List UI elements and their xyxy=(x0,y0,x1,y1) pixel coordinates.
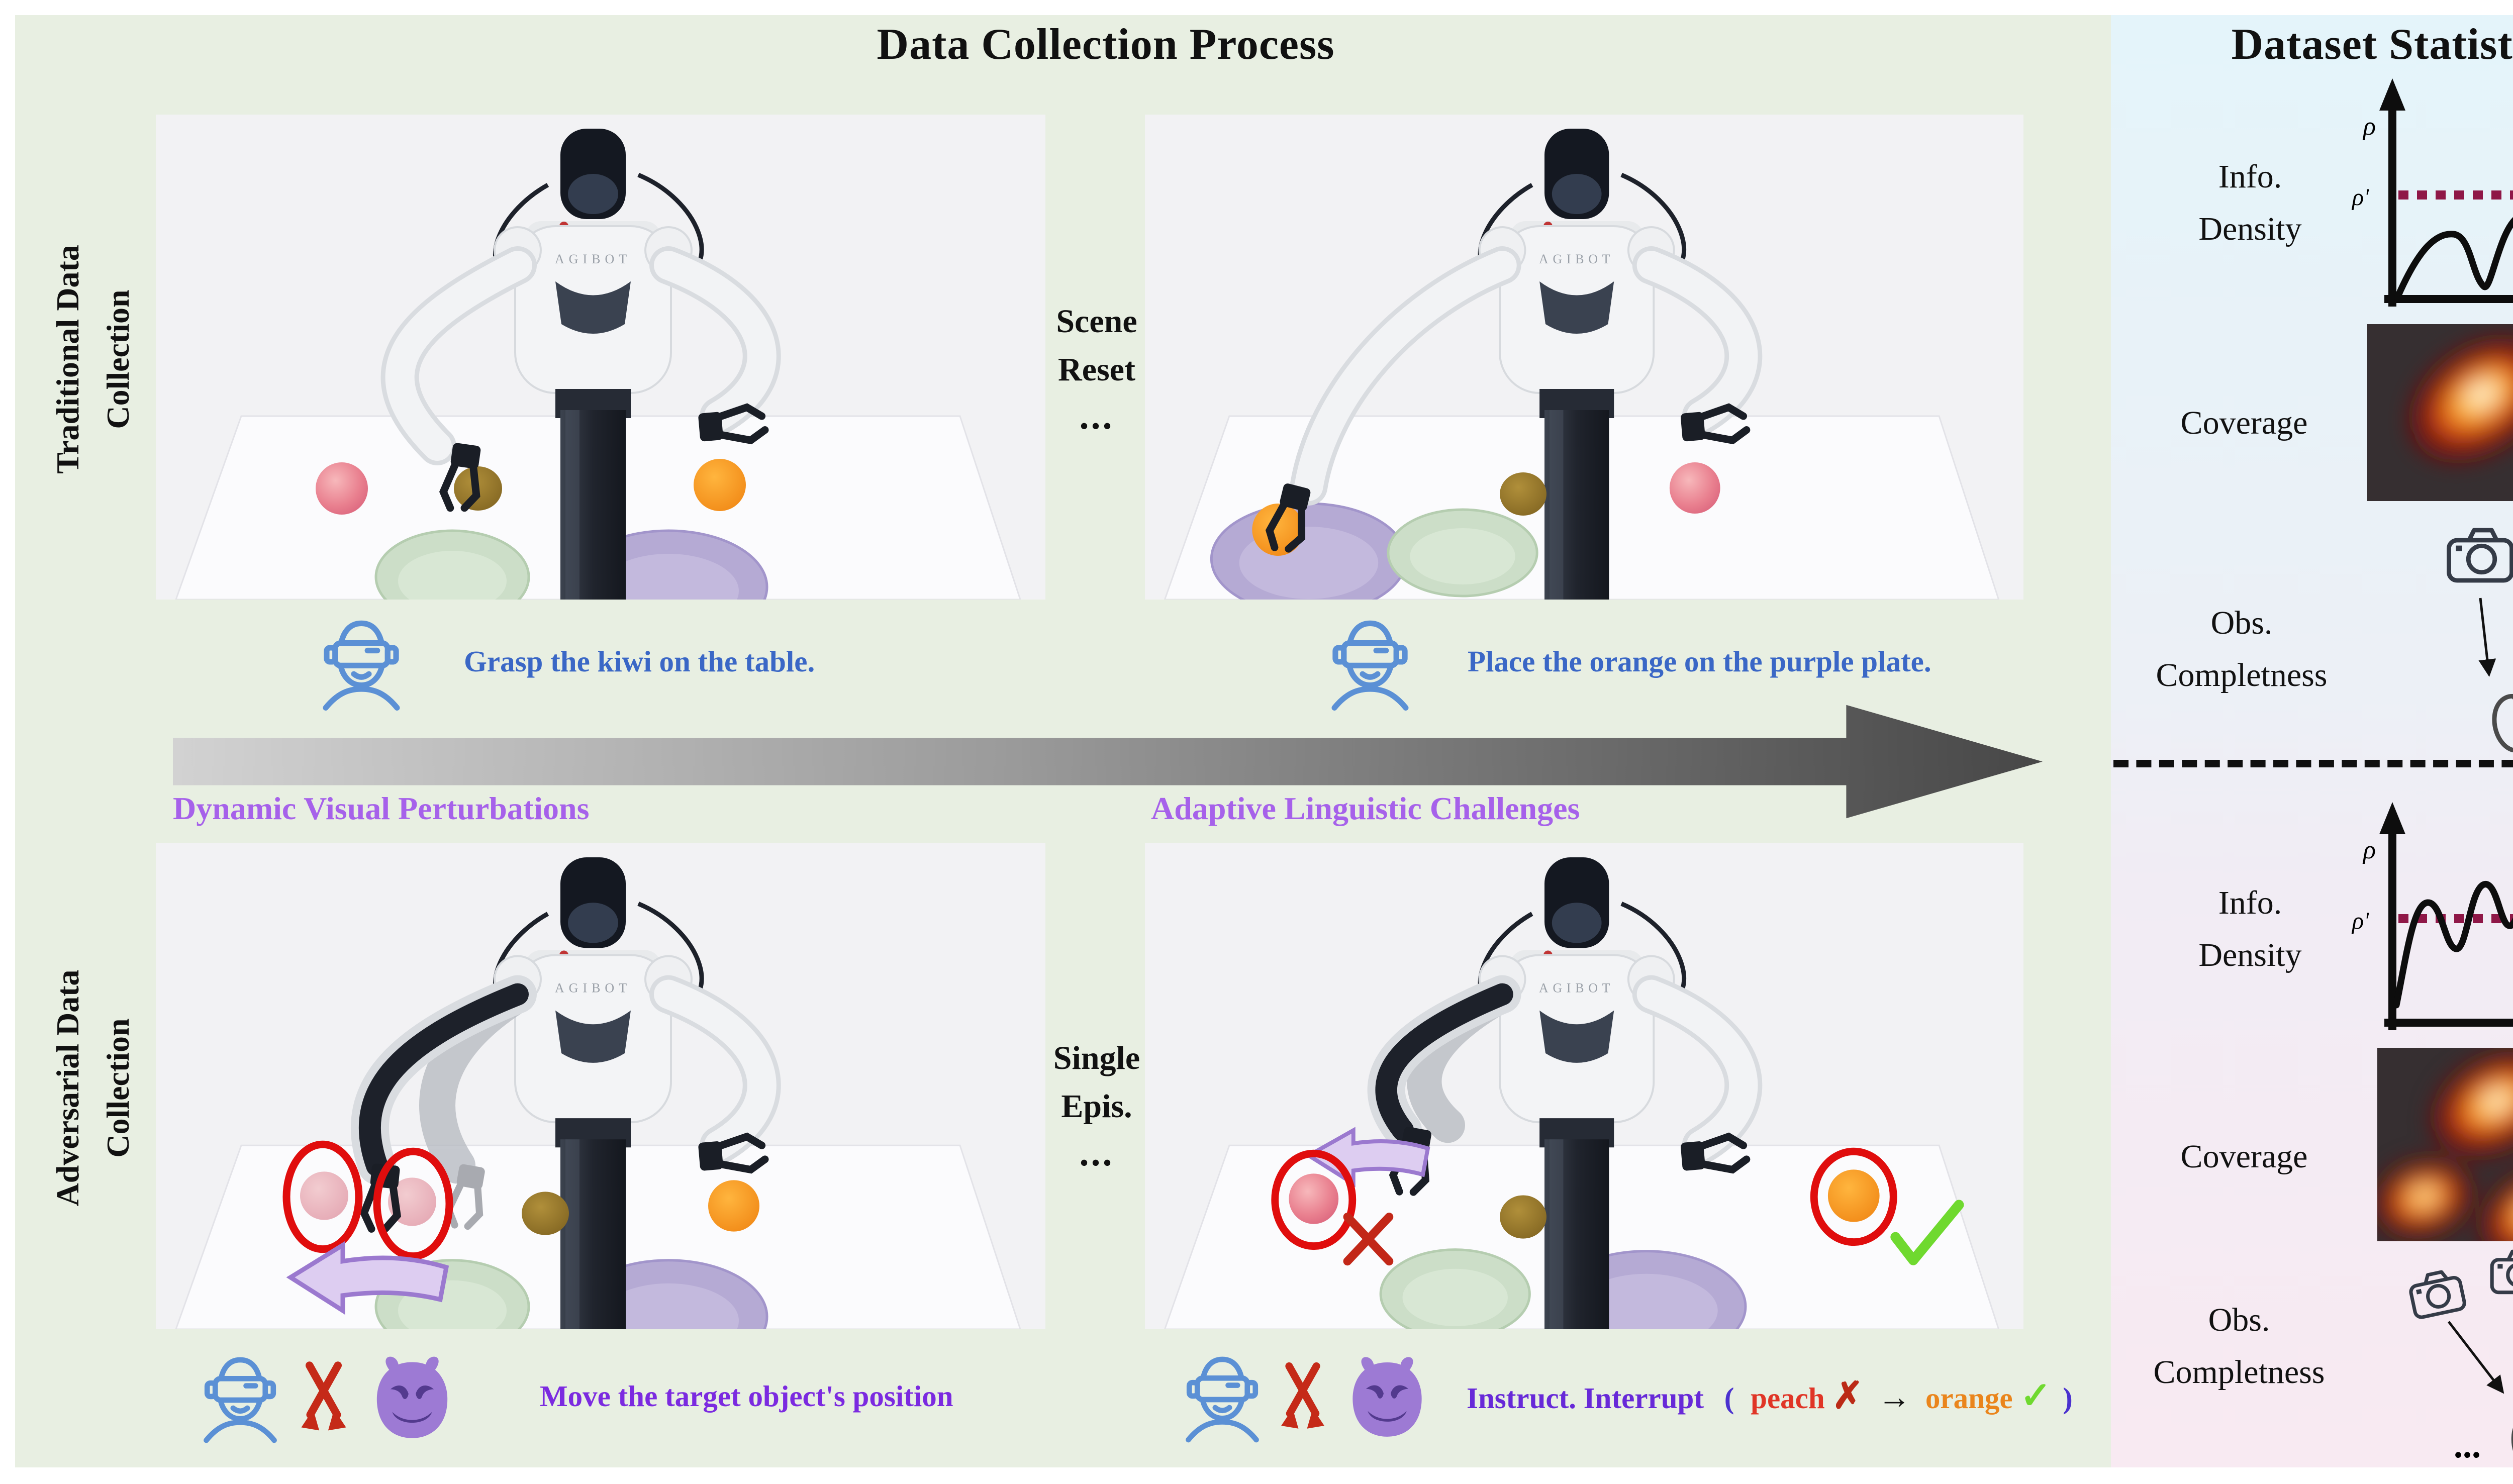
svg-text:ρ: ρ xyxy=(2362,836,2376,864)
svg-text:AGIBOT: AGIBOT xyxy=(1539,252,1614,266)
purple-move-arrow xyxy=(1305,1127,1430,1188)
info-density-label: Info. Density xyxy=(2198,158,2302,247)
no-teleop-scissors-icon xyxy=(1278,1359,1328,1432)
info-density-chart-sparse: ρ ρ' t xyxy=(2351,78,2513,307)
photo-traditional-grasp: AGIBOT xyxy=(156,115,1045,600)
obs-diagram-sparse xyxy=(2433,518,2513,759)
scene-reset-note: Scene Reset ... xyxy=(1056,303,1137,437)
peach xyxy=(316,462,368,515)
red-cross xyxy=(1343,1213,1394,1266)
photo-traditional-place: AGIBOT xyxy=(1145,115,2023,600)
green-check xyxy=(1890,1200,1964,1265)
section-divider xyxy=(2113,760,2513,767)
vr-teleop-icon xyxy=(200,1349,280,1443)
stats-title: Dataset Statistics xyxy=(2231,20,2513,69)
instruction-text: Grasp the kiwi on the table. xyxy=(464,644,815,678)
density-curve-dense xyxy=(2393,881,2513,1009)
kiwi xyxy=(1500,472,1547,516)
camera-icon xyxy=(2408,1268,2465,1318)
devil-icon xyxy=(1343,1346,1431,1445)
header-visual-perturbations: Dynamic Visual Perturbations xyxy=(173,790,590,826)
arrow-mark: → xyxy=(1878,1378,1911,1416)
apple-icon xyxy=(2494,685,2513,750)
info-density-chart-dense: ρ ρ' t xyxy=(2351,802,2513,1030)
red-circle-orange xyxy=(1810,1147,1897,1246)
adversarial-action-text: Move the target object's position xyxy=(540,1379,953,1413)
vr-teleop-icon xyxy=(319,612,404,711)
coverage-label: Coverage xyxy=(2180,405,2308,441)
single-episode-note: Single Epis. ... xyxy=(1053,1040,1140,1174)
cross-mark: ✗ xyxy=(1832,1375,1864,1417)
peach xyxy=(1289,1173,1339,1224)
peach xyxy=(1669,462,1720,514)
svg-text:AGIBOT: AGIBOT xyxy=(1539,980,1614,995)
no-teleop-scissors-icon xyxy=(298,1358,350,1434)
red-circle-2 xyxy=(373,1147,453,1260)
header-linguistic-challenges: Adaptive Linguistic Challenges xyxy=(1151,790,1580,826)
peach-ghost-1 xyxy=(300,1171,348,1220)
more-views-dots: ... xyxy=(2454,1425,2481,1465)
vr-teleop-icon xyxy=(1328,612,1412,711)
orange xyxy=(1827,1169,1880,1222)
process-title: Data Collection Process xyxy=(877,20,1335,69)
kiwi xyxy=(1500,1195,1547,1239)
red-circle-1 xyxy=(282,1140,363,1253)
caption-row-instruct-interrupt: Instruct. Interrupt ( peach ✗ → orange ✓… xyxy=(1182,1346,2073,1445)
instruction-text: Place the orange on the purple plate. xyxy=(1468,644,1931,678)
svg-text:ρ': ρ' xyxy=(2351,908,2369,934)
interrupt-text: Instruct. Interrupt ( peach ✗ → orange ✓… xyxy=(1467,1375,2073,1417)
kiwi xyxy=(522,1192,569,1235)
axis-rho: ρ xyxy=(2362,112,2376,141)
check-mark: ✓ xyxy=(2020,1375,2052,1417)
row-label-traditional: Traditional Data Collection xyxy=(50,245,136,474)
camera-icon xyxy=(2492,1251,2513,1292)
obs-completeness-label: Obs. Completness xyxy=(2156,605,2328,694)
info-density-label: Info. Density xyxy=(2198,884,2302,973)
obs-diagram-dense: ... xyxy=(2392,1171,2513,1482)
axis-rho-prime: ρ' xyxy=(2351,184,2369,211)
orange xyxy=(708,1180,759,1232)
robot-brand: AGIBOT xyxy=(555,252,631,266)
photo-adversarial-linguistic: AGIBOT xyxy=(1145,843,2023,1329)
photo-adversarial-perturbation: AGIBOT xyxy=(156,843,1045,1329)
purple-move-arrow xyxy=(286,1241,449,1315)
density-curve-sparse xyxy=(2394,217,2513,301)
orange xyxy=(694,459,746,511)
devil-icon xyxy=(367,1346,457,1446)
red-circle-peach xyxy=(1271,1149,1357,1250)
obs-completeness-label: Obs. Completness xyxy=(2153,1302,2325,1391)
svg-text:AGIBOT: AGIBOT xyxy=(555,981,631,996)
caption-row-move-object: Move the target object's position xyxy=(200,1346,953,1446)
row-label-adversarial: Adversarial Data Collection xyxy=(50,969,136,1207)
caption-row-grasp: Grasp the kiwi on the table. xyxy=(319,612,815,711)
camera-icon xyxy=(2449,530,2512,580)
coverage-heatmap-sparse xyxy=(2367,324,2513,501)
coverage-label: Coverage xyxy=(2180,1138,2308,1175)
vr-teleop-icon xyxy=(1182,1348,1263,1443)
caption-row-place: Place the orange on the purple plate. xyxy=(1328,612,1931,711)
coverage-heatmap-dense xyxy=(2377,1048,2513,1241)
